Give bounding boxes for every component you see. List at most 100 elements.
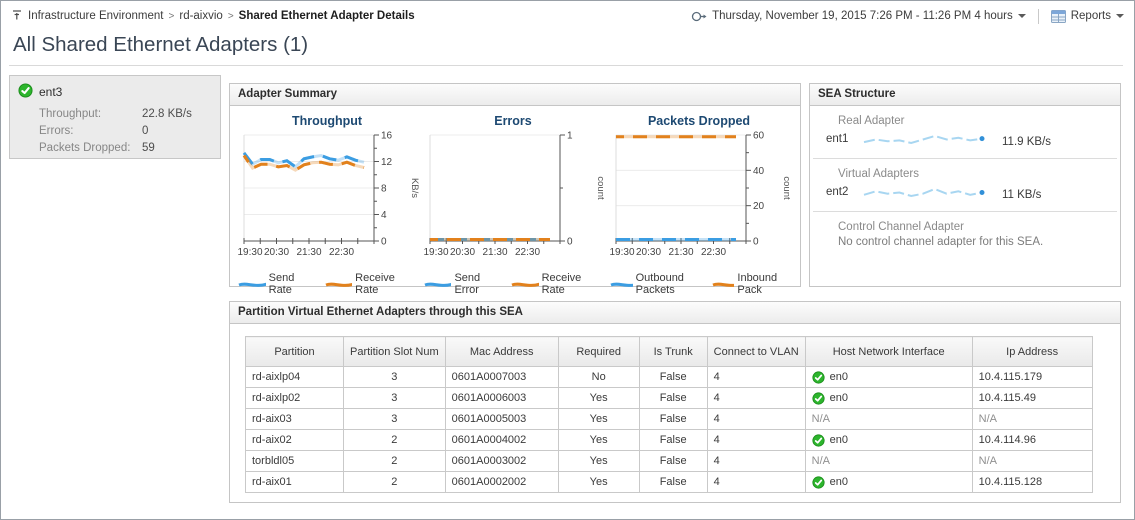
cell-is-trunk: False: [638, 450, 708, 472]
table-row-torbldl05: torbldl05 2 0601A0003002 Yes False 4 N/A N/A: [245, 450, 1093, 472]
content-column: Adapter Summary Throughput 0 4 8 12 16 19:30 20…: [229, 83, 1121, 503]
cell-vlan: 4: [706, 387, 806, 409]
adapter-summary-header: Adapter Summary: [230, 84, 800, 106]
cell-ip-address: N/A: [971, 450, 1093, 472]
metric-label: Packets Dropped:: [39, 142, 131, 154]
sea-adapter-name[interactable]: ent2: [826, 186, 849, 198]
chart-title: Errors: [494, 114, 532, 128]
svg-text:22:30: 22:30: [701, 247, 726, 258]
column-header-partition[interactable]: Partition: [245, 336, 344, 367]
cell-vlan: 4: [706, 429, 806, 451]
column-header-is-trunk[interactable]: Is Trunk: [638, 336, 708, 367]
cell-partition: rd-aix01: [245, 471, 344, 493]
status-ok-icon: [812, 433, 825, 447]
adapter-metric-row: Errors: 0: [18, 123, 212, 140]
cell-partition: rd-aix02: [245, 429, 344, 451]
cell-slot-num: 3: [343, 387, 446, 409]
chevron-down-icon: [1017, 14, 1026, 18]
chart-canvas: 0 1 19:30 20:30 21:30 22:30 count: [423, 131, 606, 259]
sea-section-label: Real Adapter: [838, 115, 905, 127]
cell-required: Yes: [557, 387, 640, 409]
breadcrumb-separator: >: [227, 10, 234, 22]
adapter-tile-ent3[interactable]: ent3 Throughput: 22.8 KB/s Errors: 0 Packets…: [9, 75, 221, 159]
metric-value: 22.8 KB/s: [142, 108, 192, 120]
column-header-host-network-interface[interactable]: Host Network Interface: [804, 336, 973, 367]
time-range-selector[interactable]: Thursday, November 19, 2015 7:26 PM - 11…: [691, 10, 1026, 23]
partition-table-header: Partition Virtual Ethernet Adapters thro…: [230, 302, 1120, 324]
cell-mac-address: 0601A0007003: [444, 366, 559, 388]
svg-text:22:30: 22:30: [515, 247, 540, 258]
sea-adapter-value: 11 KB/s: [1002, 189, 1042, 201]
partition-table-panel: Partition Virtual Ethernet Adapters thro…: [229, 301, 1121, 503]
sea-section-label: Virtual Adapters: [838, 168, 919, 180]
breadcrumb-current: Shared Ethernet Adapter Details: [238, 10, 415, 22]
svg-text:0: 0: [753, 237, 759, 248]
cell-ip-address: 10.4.115.128: [971, 471, 1093, 493]
column-header-connect-to-vlan[interactable]: Connect to VLAN: [706, 336, 806, 367]
svg-text:0: 0: [381, 237, 387, 248]
legend-item: Send Error: [424, 272, 503, 296]
legend-line-icon: [424, 282, 452, 287]
chart-canvas: 0 20 40 60 19:30 20:30 21:30 22:30 count: [609, 131, 792, 259]
chart-title: Packets Dropped: [647, 114, 751, 128]
cell-slot-num: 2: [343, 450, 446, 472]
cell-required: Yes: [557, 450, 640, 472]
cell-vlan: 4: [706, 366, 806, 388]
breadcrumb-rd-aixvio[interactable]: rd-aixvio: [179, 10, 223, 22]
chart-legend: Send Error Receive Rate: [420, 272, 606, 296]
svg-text:count: count: [595, 176, 606, 200]
cell-partition: rd-aixlp04: [245, 366, 344, 388]
svg-text:20:30: 20:30: [450, 247, 475, 258]
legend-item: Receive Rate: [324, 272, 417, 296]
svg-text:16: 16: [381, 131, 393, 142]
svg-text:0: 0: [567, 237, 573, 248]
column-header-required[interactable]: Required: [557, 336, 640, 367]
status-ok-icon: [812, 475, 825, 489]
table-row-rd-aix02: rd-aix02 2 0601A0004002 Yes False 4 en0 10.4.11…: [245, 429, 1093, 451]
svg-text:19:30: 19:30: [423, 247, 448, 258]
svg-text:count: count: [781, 176, 792, 200]
svg-text:KB/s: KB/s: [409, 178, 420, 198]
svg-text:1: 1: [567, 131, 573, 142]
top-right-controls: Thursday, November 19, 2015 7:26 PM - 11…: [691, 8, 1124, 24]
chevron-down-icon: [1116, 14, 1124, 18]
reports-icon: [1050, 9, 1066, 23]
column-header-partition-slot-num[interactable]: Partition Slot Num: [343, 336, 446, 367]
cell-ip-address: 10.4.115.49: [971, 387, 1093, 409]
reports-button[interactable]: Reports: [1050, 9, 1124, 23]
svg-text:20:30: 20:30: [264, 247, 289, 258]
host-interface-name: en0: [829, 434, 849, 446]
cell-vlan: 4: [706, 471, 806, 493]
cell-ip-address: 10.4.115.179: [971, 366, 1093, 388]
column-header-mac-address[interactable]: Mac Address: [444, 336, 559, 367]
legend-label: Receive Rate: [541, 272, 582, 296]
metric-label: Throughput:: [39, 108, 102, 120]
cell-slot-num: 3: [343, 408, 446, 430]
host-interface-name: N/A: [811, 413, 830, 425]
cell-host-interface: en0: [804, 429, 973, 451]
cell-required: No: [557, 366, 640, 388]
cell-partition: rd-aixlp02: [245, 387, 344, 409]
cell-host-interface: en0: [804, 387, 973, 409]
legend-line-icon: [712, 282, 735, 287]
table-row-rd-aixlp04: rd-aixlp04 3 0601A0007003 No False 4 en0 10.4.1…: [245, 366, 1093, 388]
cell-host-interface: en0: [804, 366, 973, 388]
status-ok-icon: [812, 391, 825, 405]
sea-adapter-name[interactable]: ent1: [826, 133, 849, 145]
adapter-metric-row: Throughput: 22.8 KB/s: [18, 106, 212, 123]
sea-section-label: Control Channel Adapter: [838, 221, 964, 233]
cell-is-trunk: False: [638, 471, 708, 493]
time-range-icon: [691, 11, 707, 21]
sea-section-real-adapter: Real Adapter ent1 11.9 KB/s: [813, 106, 1117, 159]
svg-text:21:30: 21:30: [482, 247, 507, 258]
column-header-ip-address[interactable]: Ip Address: [971, 336, 1093, 367]
breadcrumb-infrastructure-environment[interactable]: Infrastructure Environment: [28, 10, 164, 22]
cell-ip-address: N/A: [971, 408, 1093, 430]
svg-text:22:30: 22:30: [329, 247, 354, 258]
adapter-summary-panel: Adapter Summary Throughput 0 4 8 12 16 19:30 20…: [229, 83, 801, 296]
legend-item: Outbound Packets: [610, 272, 704, 296]
svg-text:12: 12: [381, 157, 393, 168]
sea-section-virtual-adapters: Virtual Adapters ent2 11 KB/s: [813, 159, 1117, 212]
page-title: All Shared Ethernet Adapters (1): [9, 31, 1123, 66]
